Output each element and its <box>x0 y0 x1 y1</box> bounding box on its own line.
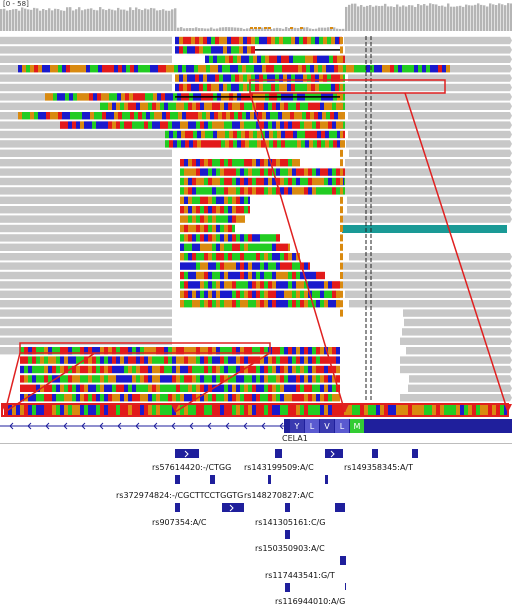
read-row <box>0 130 512 139</box>
variant-label-rs372974824[interactable]: rs372974824:-/CGCTTCCTGGTG <box>116 491 244 500</box>
coverage-bars <box>0 3 512 32</box>
variant-label-rs149358345[interactable]: rs149358345:A/T <box>344 463 414 472</box>
read-row <box>0 102 512 110</box>
read-row <box>0 253 512 261</box>
amino-acid-v <box>320 419 334 433</box>
variant-label-rs117443541[interactable]: rs117443541:G/T <box>265 571 335 580</box>
read-row <box>0 196 512 204</box>
reference-bases <box>4 405 508 415</box>
mismatch-column <box>340 37 343 317</box>
amino-acid-label: Y <box>294 422 300 431</box>
read-row <box>0 140 512 148</box>
reference-sequence-track[interactable] <box>0 403 512 417</box>
read-row <box>0 83 512 92</box>
read-rows <box>0 36 512 402</box>
read-row <box>0 271 512 280</box>
coverage-mismatch-marks <box>250 27 333 29</box>
read-row <box>0 262 512 270</box>
read-row <box>0 74 512 82</box>
coverage-histogram <box>0 3 512 32</box>
read-row <box>0 149 512 157</box>
read-row <box>20 356 512 364</box>
variant-label-rs143199509[interactable]: rs143199509:A/C <box>244 463 314 472</box>
variant-label-rs116944010[interactable]: rs116944010:A/G <box>275 597 346 606</box>
read-row <box>0 177 512 186</box>
strand-arrows <box>9 422 284 430</box>
variant-bars <box>175 449 418 592</box>
dashed-guides <box>365 36 372 402</box>
variant-label-rs150350903[interactable]: rs150350903:A/C <box>255 544 325 553</box>
variant-label-rs907354[interactable]: rs907354:A/C <box>152 518 207 527</box>
variant-label-rs148270827[interactable]: rs148270827:A/C <box>244 491 314 500</box>
coverage-range-label: [0 - 58] <box>3 0 29 8</box>
variant-label-rs141305161[interactable]: rs141305161:C/G <box>255 518 326 527</box>
read-row <box>0 224 235 233</box>
read-row <box>20 365 512 374</box>
variant-track: rs57614420:-/CTGG rs143199509:A/C rs1493… <box>0 443 512 606</box>
read-row <box>0 187 512 195</box>
read-row <box>20 375 512 383</box>
read-row <box>0 36 512 45</box>
read-row <box>0 55 512 63</box>
read-row <box>0 112 512 120</box>
amino-acid-label: V <box>324 422 330 431</box>
read-row <box>0 300 512 308</box>
amino-acid-l <box>305 419 319 433</box>
amino-acid-label: M <box>354 422 361 431</box>
coverage-track[interactable]: [0 - 58] <box>0 0 512 32</box>
variant-markers <box>175 449 418 592</box>
gene-name-label: CELA1 <box>282 434 308 443</box>
read-row <box>0 121 512 129</box>
read-row <box>0 309 512 317</box>
amino-acid-label: L <box>310 422 315 431</box>
read-row <box>0 168 512 176</box>
read-row <box>0 206 512 214</box>
amino-acid-label: L <box>340 422 345 431</box>
read-row <box>0 65 512 73</box>
teal-read-block <box>342 225 507 233</box>
amino-acid-y <box>290 419 304 433</box>
read-row <box>20 384 512 392</box>
read-row <box>20 394 512 402</box>
read-row <box>0 281 512 289</box>
read-row <box>0 243 290 251</box>
read-row <box>0 234 280 242</box>
variant-label-rs57614420[interactable]: rs57614420:-/CTGG <box>152 463 232 472</box>
read-row <box>0 328 512 336</box>
read-row <box>0 318 512 327</box>
amino-acid-l <box>335 419 349 433</box>
read-row <box>0 337 512 345</box>
read-row <box>0 159 512 167</box>
amino-acid-m <box>350 419 364 433</box>
read-row <box>0 215 512 223</box>
read-row <box>0 46 512 54</box>
alignment-reads-track[interactable] <box>0 36 512 402</box>
read-row <box>0 347 512 355</box>
read-row <box>0 290 512 298</box>
